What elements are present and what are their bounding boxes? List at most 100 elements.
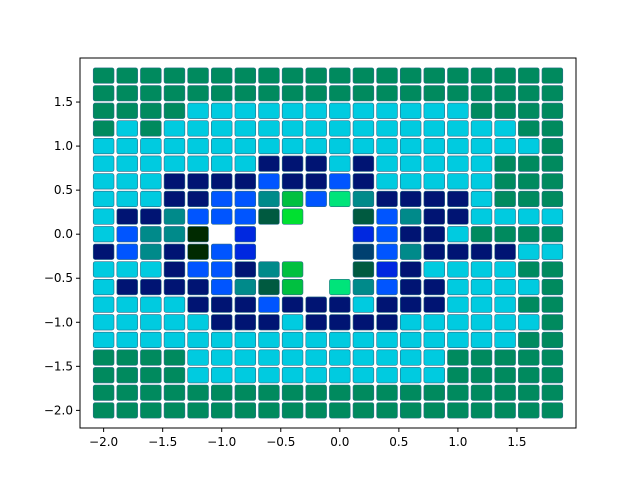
heatmap-cell (541, 67, 564, 84)
heatmap-cell (494, 208, 516, 225)
heatmap-cell (258, 296, 280, 313)
heatmap-cell (258, 331, 280, 348)
heatmap-cells (92, 67, 564, 419)
heatmap-cell (211, 331, 233, 348)
heatmap-cell (518, 67, 540, 84)
heatmap-cell (447, 261, 469, 278)
heatmap-cell (92, 173, 115, 190)
heatmap-cell (187, 296, 209, 313)
heatmap-cell (92, 367, 115, 384)
heatmap-cell (399, 314, 422, 331)
heatmap-cell (447, 349, 469, 366)
heatmap-cell (399, 402, 422, 419)
heatmap-cell (518, 208, 540, 225)
heatmap-cell (494, 314, 516, 331)
heatmap-cell (211, 120, 233, 137)
heatmap-cell (211, 85, 233, 102)
heatmap-cell (470, 243, 493, 260)
x-axis-ticks: −2.0 −1.5 −1.0 −0.5 0.0 0.5 1.0 1.5 (89, 428, 526, 449)
heatmap-cell (447, 296, 469, 313)
heatmap-cell (494, 138, 516, 155)
heatmap-cell (140, 261, 162, 278)
heatmap-cell (399, 190, 422, 207)
heatmap-cell (518, 278, 540, 296)
heatmap-cell (470, 67, 493, 84)
heatmap-cell (423, 67, 445, 84)
heatmap-cell (258, 384, 280, 401)
heatmap-cell (329, 314, 351, 331)
heatmap-cell (518, 367, 540, 384)
heatmap-cell (140, 120, 162, 137)
heatmap-cell (470, 331, 493, 348)
heatmap-cell (470, 190, 493, 207)
heatmap-cell (187, 67, 209, 84)
heatmap-cell (352, 367, 375, 384)
heatmap-cell (470, 138, 493, 155)
heatmap-cell (447, 138, 469, 155)
heatmap-cell (211, 296, 233, 313)
heatmap-cell (376, 331, 398, 348)
heatmap-cell (187, 208, 209, 225)
heatmap-cell (211, 367, 233, 384)
y-tick-label: 1.0 (54, 139, 73, 153)
heatmap-cell (399, 155, 422, 172)
y-tick-label: 1.5 (54, 95, 73, 109)
heatmap-cell (116, 331, 138, 348)
heatmap-cell (376, 349, 398, 366)
heatmap-cell (211, 402, 233, 419)
heatmap-cell (234, 261, 257, 278)
heatmap-cell (92, 261, 115, 278)
heatmap-cell (376, 226, 398, 243)
heatmap-cell (447, 278, 469, 296)
heatmap-cell (92, 85, 115, 102)
heatmap-cell (187, 384, 209, 401)
heatmap-cell (399, 226, 422, 243)
heatmap-cell (163, 173, 186, 190)
heatmap-cell (140, 278, 162, 296)
heatmap-cell (352, 349, 375, 366)
heatmap-cell (234, 67, 257, 84)
heatmap-cell (187, 138, 209, 155)
heatmap-cell (92, 208, 115, 225)
heatmap-cell (329, 384, 351, 401)
heatmap-cell (376, 155, 398, 172)
heatmap-cell (140, 296, 162, 313)
heatmap-cell (116, 138, 138, 155)
heatmap-cell (470, 155, 493, 172)
heatmap-cell (423, 367, 445, 384)
x-tick-label: 0.0 (330, 435, 349, 449)
heatmap-cell (376, 190, 398, 207)
heatmap-cell (494, 102, 516, 119)
heatmap-cell (470, 226, 493, 243)
heatmap-cell (187, 85, 209, 102)
heatmap-cell (116, 173, 138, 190)
heatmap-cell (92, 402, 115, 419)
heatmap-cell (399, 278, 422, 296)
y-tick-label: 0.0 (54, 227, 73, 241)
heatmap-cell (116, 261, 138, 278)
heatmap-cell (423, 190, 445, 207)
heatmap-cell (494, 384, 516, 401)
y-tick-label: −0.5 (44, 271, 73, 285)
x-tick-label: −0.5 (266, 435, 295, 449)
heatmap-cell (281, 278, 304, 296)
heatmap-cell (470, 367, 493, 384)
heatmap-cell (352, 208, 375, 225)
heatmap-cell (258, 314, 280, 331)
heatmap-cell (116, 208, 138, 225)
heatmap-cell (376, 173, 398, 190)
heatmap-cell (281, 67, 304, 84)
heatmap-cell (541, 208, 564, 225)
heatmap-cell (470, 261, 493, 278)
heatmap-cell (116, 314, 138, 331)
heatmap-cell (187, 402, 209, 419)
heatmap-cell (329, 296, 351, 313)
heatmap-cell (376, 402, 398, 419)
heatmap-cell (116, 402, 138, 419)
heatmap-cell (352, 155, 375, 172)
heatmap-cell (281, 261, 304, 278)
heatmap-cell (92, 331, 115, 348)
heatmap-cell (163, 67, 186, 84)
heatmap-cell (187, 173, 209, 190)
heatmap-cell (541, 120, 564, 137)
